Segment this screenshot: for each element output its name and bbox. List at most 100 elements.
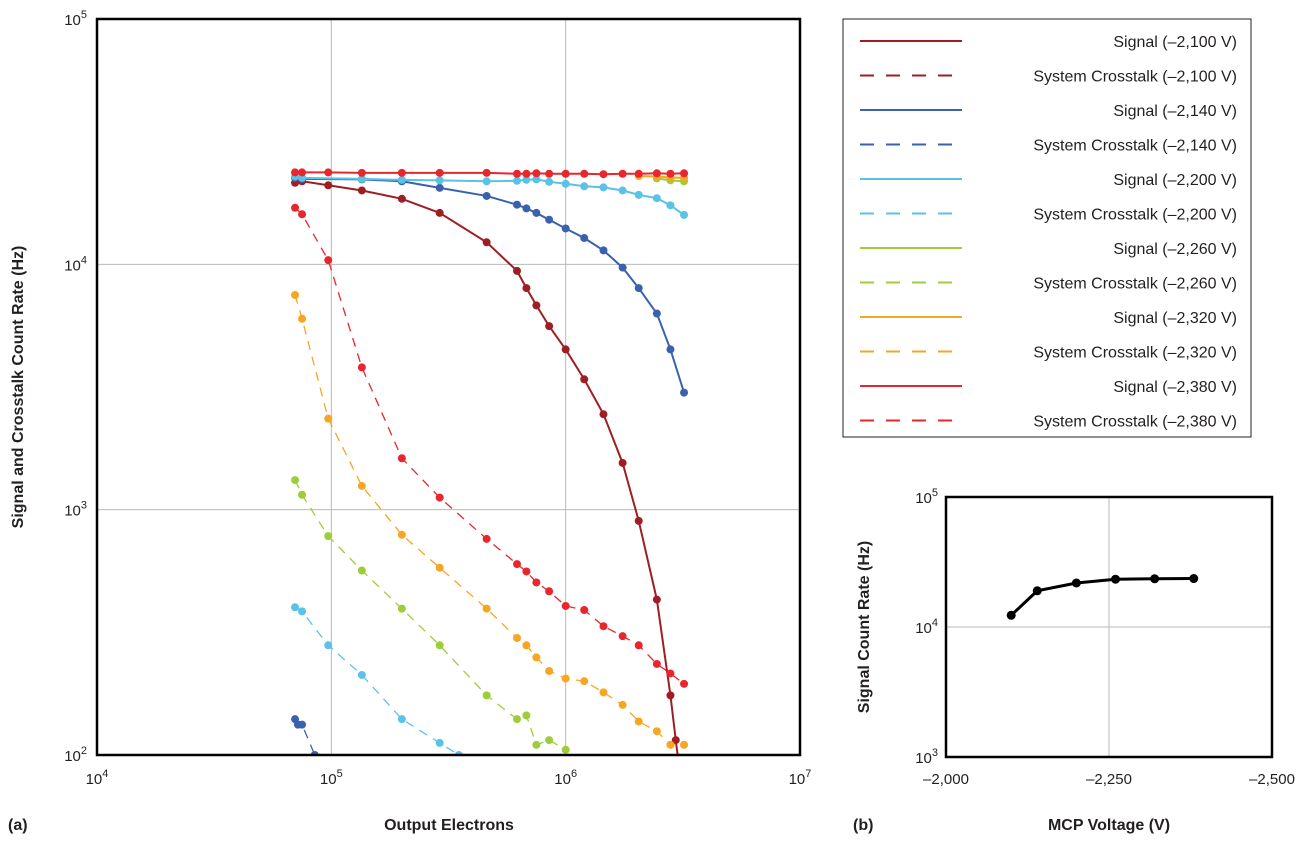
data-point xyxy=(580,234,589,243)
panel-a-ylabel: Signal and Crosstalk Count Rate (Hz) xyxy=(10,246,27,529)
data-point xyxy=(599,688,608,697)
legend-label: Signal (–2,100 V) xyxy=(1113,34,1237,51)
panel-b-series-0 xyxy=(1006,574,1199,620)
legend-item: Signal (–2,100 V) xyxy=(860,34,1237,51)
data-point xyxy=(666,201,675,210)
panel-b-data-point xyxy=(1006,610,1016,620)
legend-items: Signal (–2,100 V) System Crosstalk (–2,10… xyxy=(860,34,1237,431)
panel-a-frame xyxy=(95,17,802,757)
data-point xyxy=(482,191,491,200)
data-point xyxy=(634,284,643,293)
data-point xyxy=(522,567,531,576)
series-line xyxy=(294,606,460,755)
data-point xyxy=(291,168,300,177)
data-point xyxy=(291,603,300,612)
data-point xyxy=(580,182,589,191)
data-point xyxy=(397,194,406,203)
data-point xyxy=(634,641,643,650)
data-point xyxy=(298,607,307,616)
data-point xyxy=(357,566,366,575)
data-point xyxy=(652,595,661,604)
data-point xyxy=(435,208,444,217)
legend-label: Signal (–2,260 V) xyxy=(1113,241,1237,258)
data-point xyxy=(666,169,675,178)
data-point xyxy=(397,175,406,184)
data-point xyxy=(618,632,627,641)
data-point xyxy=(324,414,333,423)
data-point xyxy=(532,175,541,184)
legend-label: Signal (–2,140 V) xyxy=(1113,103,1237,120)
data-point xyxy=(397,604,406,613)
data-point xyxy=(680,679,689,688)
data-point xyxy=(580,169,589,178)
panel-a-x-tick-label: 107 xyxy=(789,768,812,788)
data-point xyxy=(357,363,366,372)
data-point xyxy=(580,605,589,614)
series-10 xyxy=(291,168,689,179)
panel-a-y-tick-label: 105 xyxy=(64,9,87,29)
data-point xyxy=(599,622,608,631)
panel-b-x-tick-label: –2,500 xyxy=(1249,771,1295,788)
panel-a-xlabel: Output Electrons xyxy=(384,817,514,834)
data-point xyxy=(652,169,661,178)
data-point xyxy=(482,238,491,247)
data-point xyxy=(357,168,366,177)
data-point xyxy=(513,176,522,185)
series-line xyxy=(294,180,679,755)
data-point xyxy=(482,604,491,613)
series-line xyxy=(294,479,566,751)
panel-b-data-point xyxy=(1071,578,1081,588)
panel-a-x-tick-label: 104 xyxy=(86,768,109,788)
data-point xyxy=(513,200,522,209)
data-point xyxy=(522,284,531,293)
data-point xyxy=(397,530,406,539)
panel-a-tick-labels: 104 105 106 107 102 103 104 105 xyxy=(64,9,811,788)
data-point xyxy=(532,653,541,662)
panel-a-y-tick-label: 102 xyxy=(64,745,87,765)
panel-a-grid xyxy=(97,19,800,755)
data-point xyxy=(561,745,570,754)
panel-b-ylabel: Signal Count Rate (Hz) xyxy=(856,541,873,713)
data-point xyxy=(680,388,689,397)
data-point xyxy=(680,740,689,749)
data-point xyxy=(652,309,661,318)
data-point xyxy=(298,173,307,182)
legend-label: System Crosstalk (–2,140 V) xyxy=(1033,138,1237,155)
series-3 xyxy=(291,715,319,755)
data-point xyxy=(666,345,675,354)
panel-b-x-tick-label: –2,250 xyxy=(1086,771,1132,788)
legend-label: System Crosstalk (–2,100 V) xyxy=(1033,69,1237,86)
legend-item: System Crosstalk (–2,320 V) xyxy=(860,345,1237,362)
data-point xyxy=(666,740,675,749)
panel-a-y-tick-label: 103 xyxy=(64,500,87,520)
panel-a-x-tick-label: 105 xyxy=(320,768,343,788)
data-point xyxy=(532,208,541,217)
data-point xyxy=(561,179,570,188)
legend-item: System Crosstalk (–2,260 V) xyxy=(860,276,1237,293)
data-point xyxy=(357,481,366,490)
data-point xyxy=(397,168,406,177)
legend-label: System Crosstalk (–2,320 V) xyxy=(1033,345,1237,362)
data-point xyxy=(324,256,333,265)
data-point xyxy=(513,560,522,569)
data-point xyxy=(599,170,608,179)
data-point xyxy=(580,375,589,384)
legend-label: Signal (–2,200 V) xyxy=(1113,172,1237,189)
data-point xyxy=(532,169,541,178)
data-point xyxy=(522,175,531,184)
data-point xyxy=(561,601,570,610)
panel-b-data-point xyxy=(1111,574,1121,584)
data-point xyxy=(561,169,570,178)
data-point xyxy=(671,736,680,745)
data-point xyxy=(580,677,589,686)
data-point xyxy=(357,174,366,183)
panel-b-grid xyxy=(946,497,1272,757)
series-line xyxy=(294,207,685,685)
legend-item: System Crosstalk (–2,380 V) xyxy=(860,414,1237,431)
series-7 xyxy=(291,476,570,754)
data-point xyxy=(618,700,627,709)
legend-label: System Crosstalk (–2,200 V) xyxy=(1033,207,1237,224)
data-point xyxy=(618,263,627,272)
legend-item: Signal (–2,320 V) xyxy=(860,310,1237,327)
series-2 xyxy=(291,173,689,397)
